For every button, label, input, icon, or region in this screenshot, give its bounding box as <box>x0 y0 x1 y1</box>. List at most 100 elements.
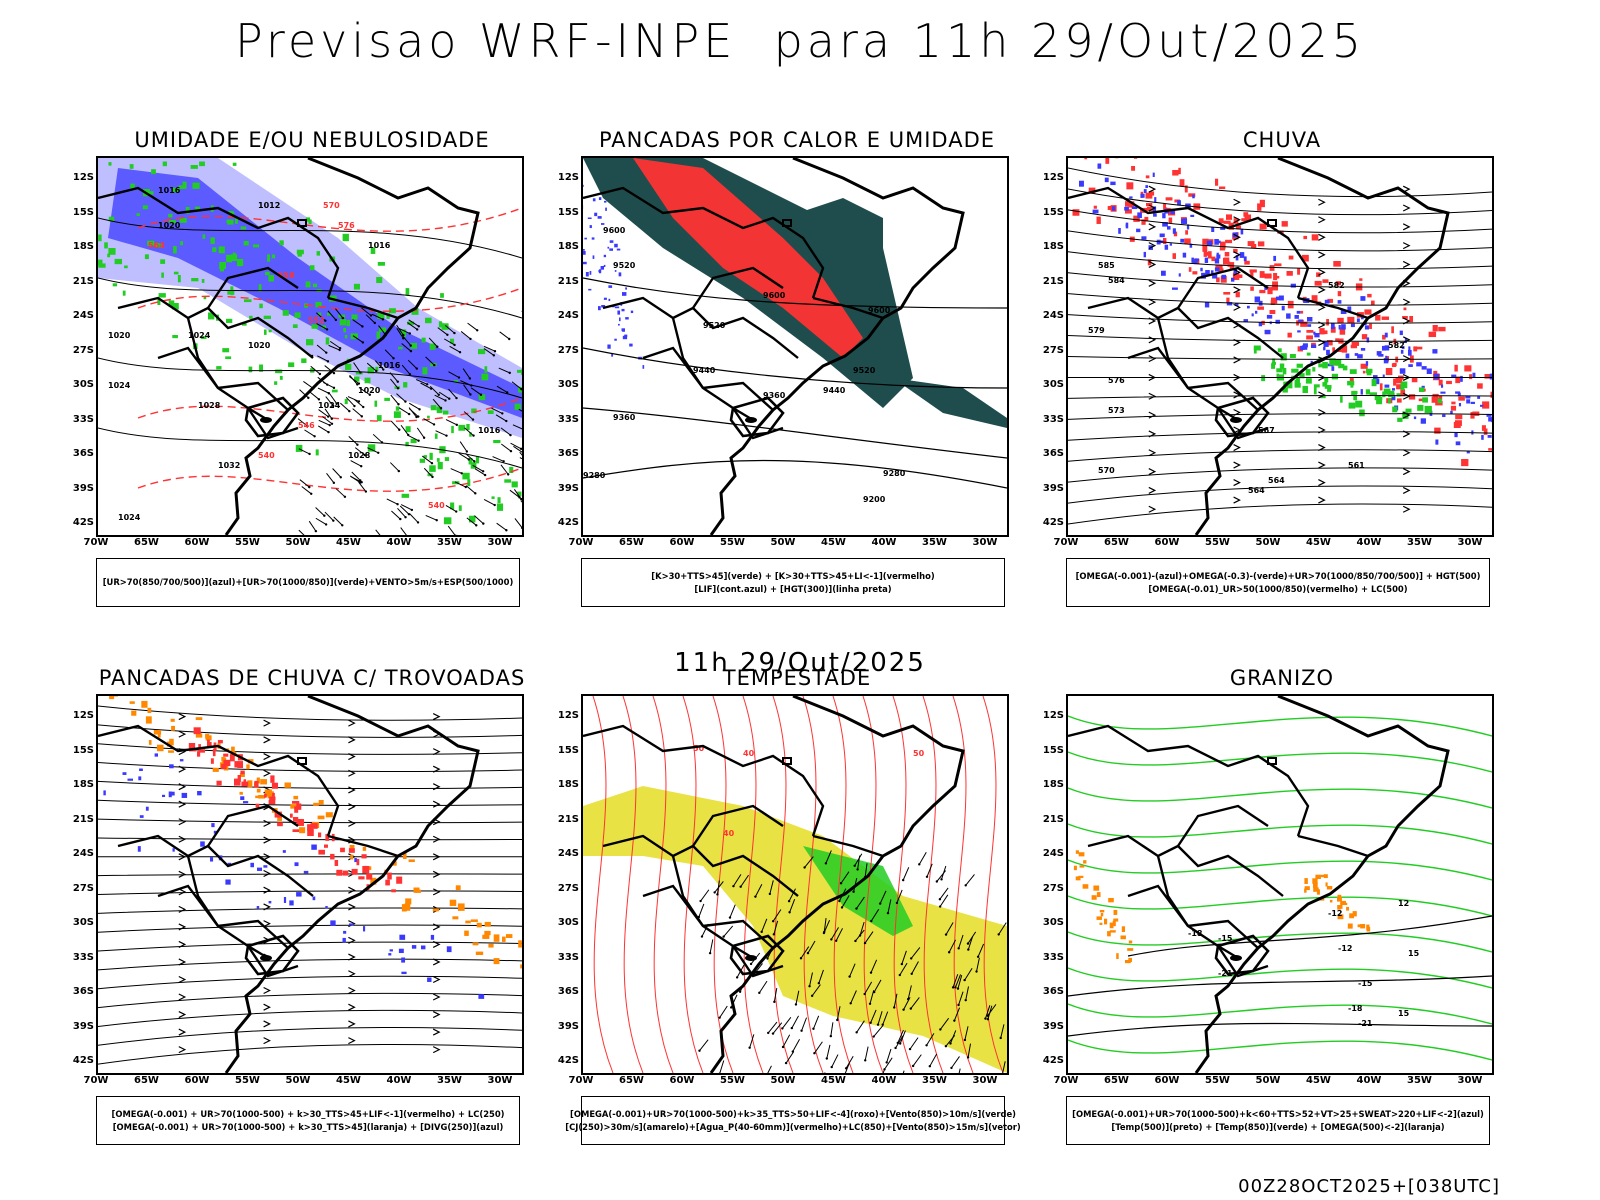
streamline-arrow <box>432 975 441 984</box>
wind-vector <box>809 972 813 987</box>
wind-vector <box>407 359 418 369</box>
precip-cell <box>258 795 266 799</box>
streamline-arrow <box>1318 461 1326 469</box>
wind-vector <box>495 414 507 422</box>
precip-cell <box>1483 428 1488 435</box>
lat-tick-label: 30S <box>1042 379 1064 390</box>
precip-cell <box>1219 247 1226 251</box>
streamline-arrow <box>263 886 271 894</box>
precip-cell <box>467 479 471 487</box>
legend-line: [OMEGA(-0.001)-(azul)+OMEGA(-0.3)-(verde… <box>1075 570 1481 581</box>
precip-cell <box>1134 158 1138 159</box>
streamline-arrow <box>1148 486 1157 494</box>
precip-cell <box>264 329 267 335</box>
precip-cell <box>1391 326 1394 334</box>
precip-cell <box>1253 345 1261 351</box>
precip-cell <box>98 234 102 242</box>
precip-cell <box>309 265 315 271</box>
precip-cell <box>427 977 432 982</box>
lat-tick-label: 36S <box>557 448 579 459</box>
streamline <box>1068 449 1492 462</box>
lat-tick-label: 39S <box>557 1020 579 1032</box>
legend-line: [OMEGA(-0.001) + UR>70(1000-500) + k>30_… <box>111 1108 505 1119</box>
precip-cell <box>153 730 162 735</box>
wind-vector-head <box>409 344 412 347</box>
precip-cell <box>376 277 383 284</box>
wind-vector <box>519 451 522 456</box>
precip-cell <box>268 329 272 333</box>
wind-vector <box>899 962 908 976</box>
precip-cell <box>294 862 299 867</box>
legend-box: [OMEGA(-0.001) + UR>70(1000-500) + k>30_… <box>96 1096 520 1145</box>
precip-cell <box>1400 389 1406 397</box>
wind-vector <box>428 337 438 348</box>
wind-vector-head <box>415 328 419 331</box>
lat-tick-label: 12S <box>557 710 579 721</box>
precip-cell <box>1392 388 1395 391</box>
wind-vector-head <box>521 526 522 530</box>
precip-cell <box>1446 380 1452 385</box>
precip-cell <box>351 314 358 320</box>
wind-vector-head <box>944 933 948 936</box>
wind-vector-head <box>416 521 420 524</box>
wind-vector <box>830 927 839 940</box>
wind-vector <box>303 381 314 389</box>
country-border <box>157 884 219 927</box>
precip-cell <box>393 861 397 866</box>
precip-cell <box>1251 313 1254 317</box>
precip-cell <box>228 210 234 216</box>
wind-vector <box>335 488 346 498</box>
precip-cell <box>219 265 224 272</box>
wind-vector-head <box>853 864 856 867</box>
precip-cell <box>1416 362 1422 367</box>
wind-vector <box>518 408 522 412</box>
wind-vector-head <box>472 434 475 437</box>
precip-cell <box>607 344 611 349</box>
lon-tick-label: 45W <box>821 537 846 548</box>
precip-cell <box>1400 383 1405 391</box>
precip-cell <box>1408 349 1412 356</box>
precip-cell <box>1350 385 1354 388</box>
wind-vector-head <box>739 885 742 888</box>
streamline <box>98 705 522 721</box>
wind-vector <box>422 455 433 464</box>
precip-cell <box>1145 185 1148 189</box>
contour-label: 1024 <box>108 381 131 390</box>
contour-label: 9440 <box>693 366 716 375</box>
contour-label: 1016 <box>368 241 391 250</box>
precip-cell <box>1337 300 1342 304</box>
wind-vector-head <box>468 377 472 380</box>
lake-marker <box>297 757 307 765</box>
contour-label: 1012 <box>258 201 280 210</box>
precipitable-water-contour <box>832 696 854 1073</box>
precip-cell <box>1369 392 1377 396</box>
wind-vector <box>329 340 341 349</box>
precip-cell <box>1143 251 1147 258</box>
precip-cell <box>605 207 607 211</box>
precip-cell <box>1313 887 1319 892</box>
wind-vector <box>945 922 954 935</box>
wind-vector <box>884 1057 893 1070</box>
streamline-arrow <box>1148 430 1157 438</box>
precip-cell <box>235 218 238 224</box>
map-panel: UMIDADE E/OU NEBULOSIDADE 1016 1012 1020 101… <box>72 128 552 607</box>
precip-cell <box>221 763 227 769</box>
precip-cell <box>419 458 426 463</box>
precip-cell <box>1226 302 1233 306</box>
wind-vector-head <box>327 430 330 434</box>
streamline-arrow <box>432 940 441 948</box>
precip-cell <box>1371 300 1375 306</box>
streamline <box>1068 431 1492 441</box>
precip-cell <box>1210 270 1214 275</box>
lat-tick-label: 18S <box>72 241 94 252</box>
wind-vector <box>939 887 949 900</box>
precip-cell <box>200 336 207 340</box>
precip-cell <box>1180 238 1185 243</box>
precip-cell <box>1186 224 1190 230</box>
precip-cell <box>1480 404 1484 407</box>
lon-tick-label: 60W <box>184 1075 210 1086</box>
lat-tick-label: 39S <box>1042 1020 1064 1032</box>
wind-vector <box>443 338 455 346</box>
wind-vector-head <box>492 354 496 357</box>
precip-cell <box>1259 289 1266 294</box>
